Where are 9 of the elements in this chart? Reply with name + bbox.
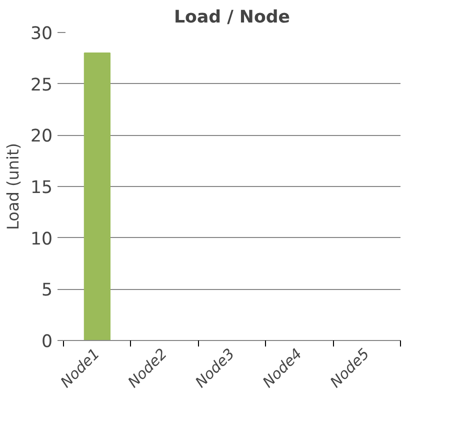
- y-tick-label: 5: [41, 280, 53, 301]
- y-tick-label: 15: [30, 178, 53, 198]
- y-tick-label: 30: [30, 24, 53, 44]
- y-tick-label: 25: [30, 75, 53, 96]
- chart-title: Load / Node: [174, 8, 290, 28]
- y-tick-label: 0: [41, 332, 53, 352]
- y-axis-title: Load (unit): [3, 143, 22, 230]
- y-tick-label: 10: [30, 229, 53, 250]
- y-tick-label: 20: [30, 126, 53, 147]
